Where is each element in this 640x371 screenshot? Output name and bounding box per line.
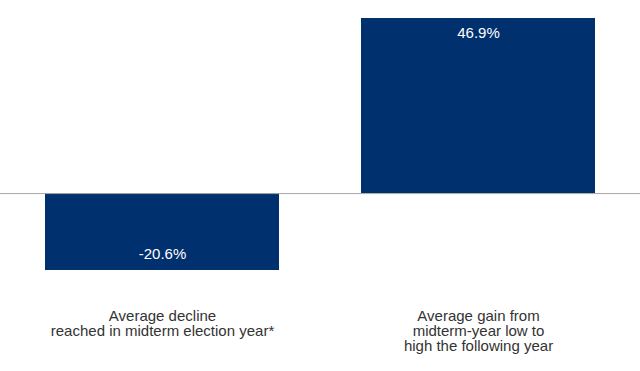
- svg-text:Average declinereached in midt: Average declinereached in midterm electi…: [51, 307, 275, 339]
- svg-text:-20.6%: -20.6%: [139, 245, 187, 262]
- svg-text:46.9%: 46.9%: [457, 24, 500, 41]
- svg-text:Average gain frommidterm-year: Average gain frommidterm-year low tohigh…: [404, 307, 553, 354]
